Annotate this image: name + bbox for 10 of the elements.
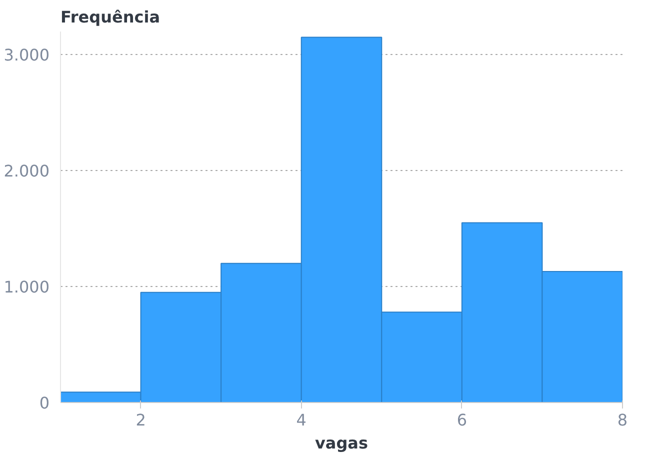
x-tick-label: 4 — [296, 410, 306, 430]
y-tick-label: 2.000 — [4, 162, 50, 181]
x-tick-label: 2 — [136, 410, 146, 430]
y-tick-label: 3.000 — [4, 46, 50, 65]
x-tick-label: 8 — [617, 410, 628, 430]
x-axis-title: vagas — [315, 434, 368, 452]
y-tick-label: 0 — [39, 394, 50, 412]
x-tick-label: 6 — [456, 410, 468, 430]
y-tick-label: 1.000 — [4, 278, 50, 297]
y-axis-title: Frequência — [60, 8, 160, 26]
